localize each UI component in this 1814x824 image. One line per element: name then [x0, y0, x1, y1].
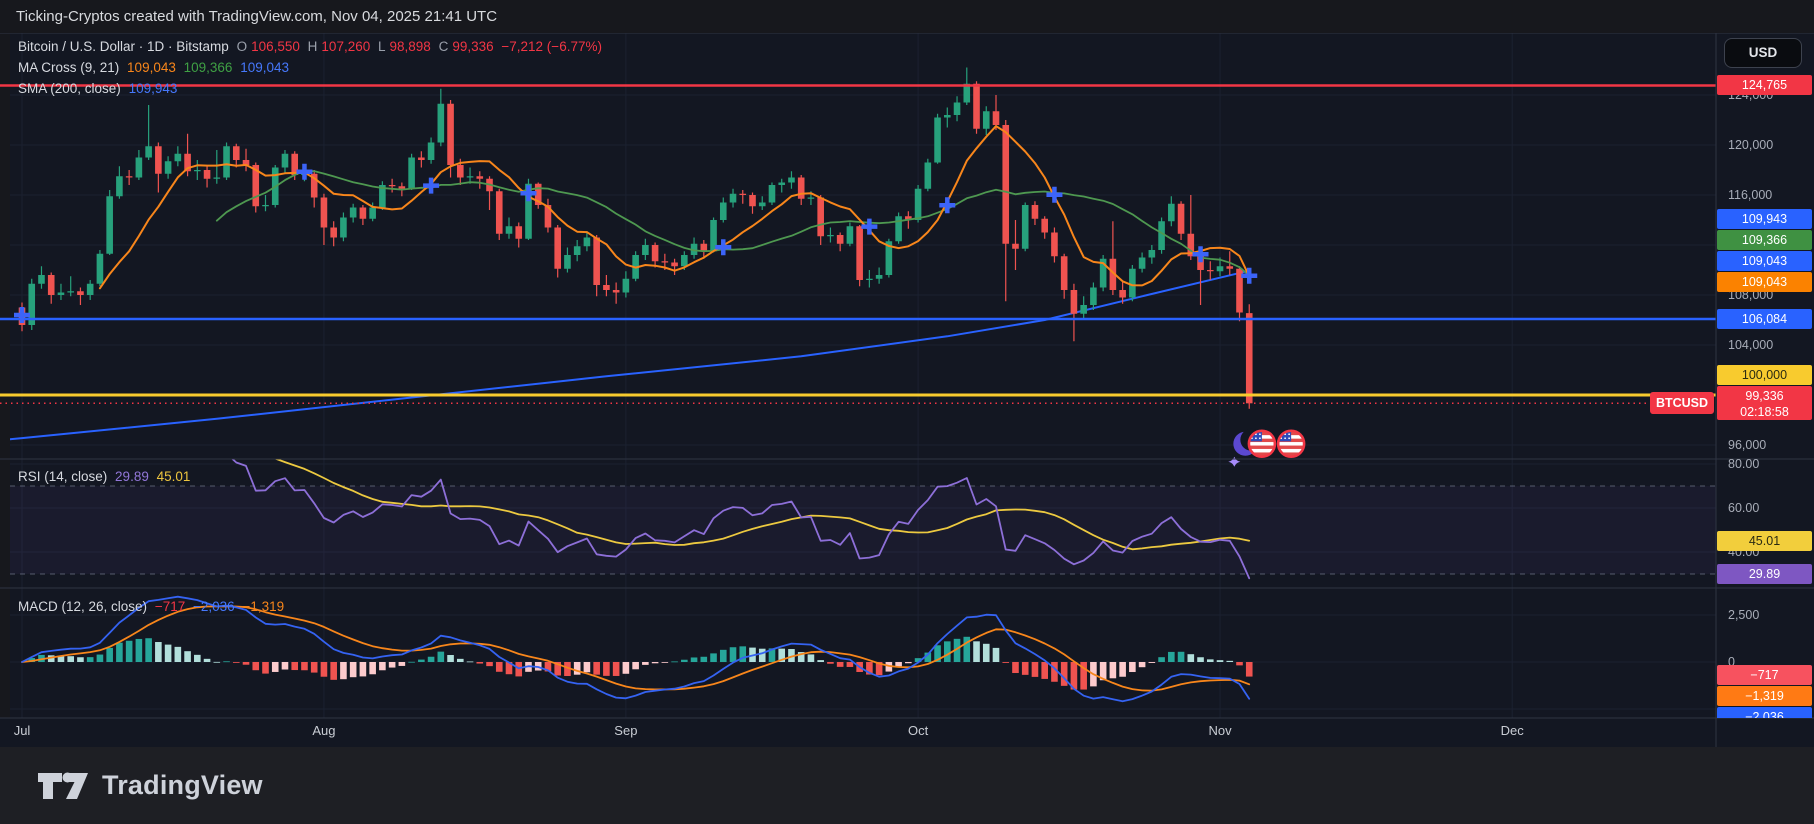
open-value: 106,550 [251, 39, 300, 54]
time-axis-label-oct: Oct [907, 723, 929, 738]
tradingview-logo-icon[interactable] [36, 766, 90, 806]
chart-canvas[interactable] [0, 33, 1814, 747]
macd-value-label: −2,036 [1717, 707, 1812, 718]
high-value: 107,260 [321, 39, 371, 54]
time-axis-label-sep: Sep [614, 723, 638, 738]
price-label-124,765: 124,765 [1717, 75, 1812, 96]
ma-slow-value: 109,366 [183, 60, 233, 75]
event-markers [1228, 428, 1306, 467]
ma-fast-value: 109,043 [127, 60, 176, 75]
macd-value-label: −717 [1717, 665, 1812, 686]
ma-cross-label: MA Cross (9, 21) [18, 60, 120, 75]
time-axis-label-nov: Nov [1208, 723, 1232, 738]
macd-tick-label: 0 [1728, 655, 1735, 669]
price-label-109,043: 109,043 [1717, 271, 1812, 292]
tradingview-brand-text[interactable]: TradingView [102, 770, 263, 800]
left-gutter [0, 33, 10, 718]
rsi-value-label: 29.89 [1717, 564, 1812, 585]
macd-label: MACD (12, 26, close) [18, 599, 148, 614]
macd-value-label: −1,319 [1717, 686, 1812, 707]
time-axis-label-dec: Dec [1500, 723, 1524, 738]
macd-line [21, 595, 1251, 703]
time-axis-label-aug: Aug [312, 723, 336, 738]
price-label-106,084: 106,084 [1717, 308, 1812, 329]
ma-cross-marker-icon[interactable] [520, 185, 537, 202]
rsi-ma-value: 45.01 [156, 469, 191, 484]
ma-cross-marker-icon[interactable] [715, 239, 732, 256]
rsi-band [10, 486, 1716, 574]
macd-line-value: −2,036 [193, 599, 235, 614]
macd-tick-label: 2,500 [1728, 608, 1760, 622]
ma-cross-marker-icon[interactable] [14, 307, 30, 323]
time-axis-label-jul: Jul [13, 723, 31, 738]
sma-label: SMA (200, close) [18, 81, 121, 96]
price-label-100,000: 100,000 [1717, 365, 1812, 386]
sma-legend-row[interactable]: SMA (200, close) 109,943 [18, 78, 606, 99]
ma-cross-markers [14, 163, 1258, 323]
high-label: H [307, 39, 318, 54]
change-value: −7,212 (−6.77%) [501, 39, 602, 54]
price-tick-label: 116,000 [1728, 188, 1773, 202]
close-value: 99,336 [452, 39, 494, 54]
macd-signal-value: −1,319 [242, 599, 285, 614]
rsi-tick-label: 80.00 [1728, 457, 1760, 471]
rsi-tick-label: 60.00 [1728, 501, 1760, 515]
price-label-109,943: 109,943 [1717, 208, 1812, 229]
ma-cross-legend-row[interactable]: MA Cross (9, 21) 109,043 109,366 109,043 [18, 57, 606, 78]
topbar: Ticking-Cryptos created with TradingView… [0, 0, 1814, 33]
price-label-109,366: 109,366 [1717, 229, 1812, 250]
low-value: 98,898 [389, 39, 431, 54]
price-label-109,043: 109,043 [1717, 250, 1812, 271]
rsi-line [231, 459, 1251, 580]
price-tick-label: 120,000 [1728, 138, 1774, 152]
footer-bar: TradingView [0, 747, 1814, 824]
close-label: C [438, 39, 449, 54]
candlestick-series [18, 67, 1253, 409]
open-label: O [236, 39, 248, 54]
macd-legend[interactable]: MACD (12, 26, close) −717 −2,036 −1,319 [18, 596, 288, 617]
price-label-99,336: 99,336 02:18:58 [1717, 386, 1812, 421]
ma21-line [215, 170, 1251, 277]
ma-cross-marker-icon[interactable] [939, 197, 956, 214]
ma-cross-marker-icon[interactable] [1046, 186, 1063, 203]
countdown: 02:18:58 [1740, 405, 1789, 420]
low-label: L [378, 39, 386, 54]
ma-cross-marker-icon[interactable] [1241, 267, 1258, 284]
ma-cross-marker-icon[interactable] [296, 163, 313, 180]
ma-cross-value: 109,043 [240, 60, 290, 75]
price-axis[interactable]: 124,000120,000116,000108,000104,00096,00… [0, 33, 1814, 718]
rsi-label: RSI (14, close) [18, 469, 108, 484]
symbol-price-tag: BTCUSD [1650, 392, 1714, 415]
rsi-value: 29.89 [115, 469, 149, 484]
symbol-title: Bitcoin / U.S. Dollar · 1D · Bitstamp [18, 39, 229, 54]
ma9-line [98, 125, 1251, 290]
us-flag-icon[interactable] [1249, 431, 1274, 456]
topbar-title: Ticking-Cryptos created with TradingView… [16, 8, 498, 25]
price-tick-label: 104,000 [1728, 338, 1774, 352]
time-axis[interactable]: Jul Aug Sep Oct Nov Dec [0, 33, 1814, 747]
ma-cross-marker-icon[interactable] [423, 177, 440, 194]
ma-cross-marker-icon[interactable] [1192, 246, 1209, 263]
macd-hist-value: −717 [154, 599, 186, 614]
price-tick-label: 96,000 [1728, 438, 1767, 452]
ma-cross-marker-icon[interactable] [861, 218, 878, 235]
rsi-legend[interactable]: RSI (14, close) 29.89 45.01 [18, 466, 194, 487]
us-flag-icon[interactable] [1279, 431, 1304, 456]
rsi-ma-line [274, 459, 1251, 551]
currency-button[interactable]: USD [1724, 38, 1802, 68]
sma-value: 109,943 [128, 81, 178, 96]
rsi-value-label: 45.01 [1717, 530, 1812, 551]
